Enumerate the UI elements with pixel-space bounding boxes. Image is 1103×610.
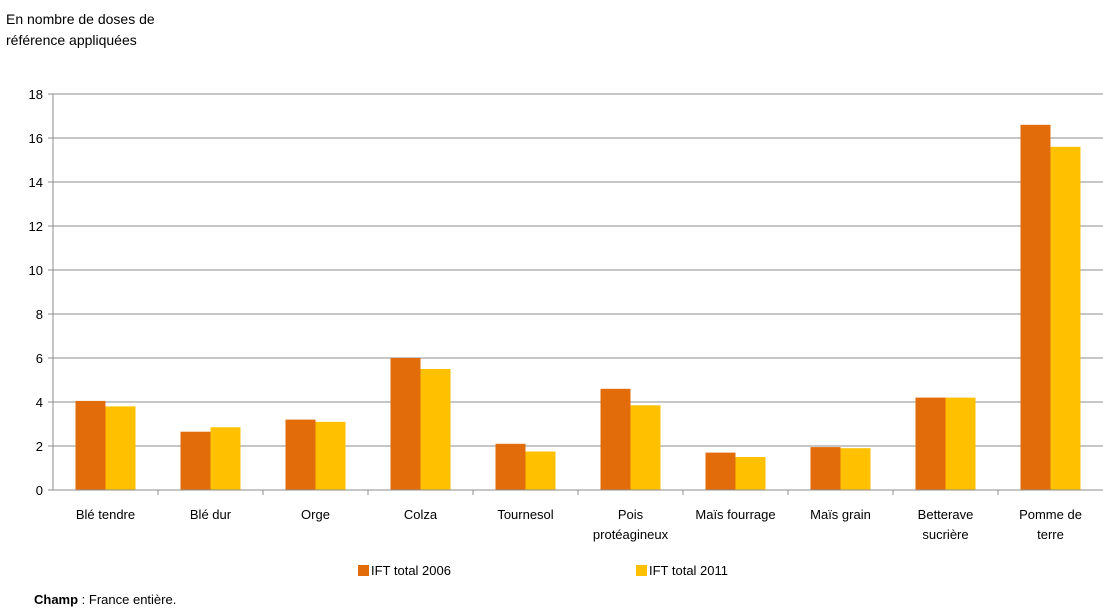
bar xyxy=(285,419,316,490)
legend-label-2006: IFT total 2006 xyxy=(371,563,451,578)
y-tick-label: 18 xyxy=(29,87,43,102)
y-axis-unit-line-1: En nombre de doses de xyxy=(6,11,155,27)
axes xyxy=(48,93,1103,495)
bar xyxy=(945,397,976,490)
legend-item-2006: IFT total 2006 xyxy=(358,560,451,582)
bar xyxy=(105,406,136,490)
y-tick-label: 12 xyxy=(29,219,43,234)
footnote: Champ : France entière. xyxy=(34,591,176,609)
bar xyxy=(210,427,241,490)
footnote-text: : France entière. xyxy=(78,592,177,607)
x-tick-label: Colza xyxy=(404,507,438,522)
y-tick-label: 6 xyxy=(36,351,43,366)
bar xyxy=(915,397,946,490)
bars xyxy=(75,124,1081,491)
bar xyxy=(735,457,766,490)
y-tick-label: 10 xyxy=(29,263,43,278)
bar xyxy=(75,400,106,490)
bar xyxy=(390,358,421,490)
bar xyxy=(315,421,346,490)
bar xyxy=(180,431,211,490)
bar xyxy=(705,452,736,490)
bar xyxy=(1050,146,1081,491)
bar xyxy=(600,388,631,490)
x-tick-label: Orge xyxy=(301,507,330,522)
y-tick-label: 0 xyxy=(36,483,43,498)
legend: IFT total 2006 IFT total 2011 xyxy=(0,560,1103,584)
footnote-label: Champ xyxy=(34,592,79,607)
bar xyxy=(1020,124,1051,491)
bar xyxy=(840,448,871,490)
x-tick-label: Maïs grain xyxy=(810,507,871,522)
legend-item-2011: IFT total 2011 xyxy=(636,560,728,582)
y-tick-label: 14 xyxy=(29,175,43,190)
y-tick-label: 4 xyxy=(36,395,43,410)
legend-swatch-2011 xyxy=(636,565,647,576)
y-axis-unit-label: En nombre de doses de référence appliqué… xyxy=(6,9,155,51)
gridlines xyxy=(53,93,1103,447)
bar xyxy=(495,443,526,490)
x-tick-label: Tournesol xyxy=(497,507,553,522)
legend-label-2011: IFT total 2011 xyxy=(649,563,729,578)
x-tick-label: Betterave sucrière xyxy=(918,507,974,542)
bar xyxy=(630,405,661,490)
y-tick-labels: 0 2 4 6 8 10 12 14 16 18 xyxy=(29,87,43,498)
y-tick-label: 2 xyxy=(36,439,43,454)
bar xyxy=(525,451,556,490)
y-tick-label: 16 xyxy=(29,131,43,146)
bar xyxy=(420,369,451,490)
bar-chart: 0 2 4 6 8 10 12 14 16 18 Blé tendre Blé dur Orge Col… xyxy=(29,87,1103,542)
x-tick-label: Pois protéagineux xyxy=(593,507,669,542)
x-tick-labels: Blé tendre Blé dur Orge Colza Tournesol Pois p… xyxy=(76,507,1082,542)
x-tick-label: Pomme de terre xyxy=(1019,507,1082,542)
legend-swatch-2006 xyxy=(358,565,369,576)
y-axis-unit-line-2: référence appliquées xyxy=(6,32,137,48)
x-tick-label: Maïs fourrage xyxy=(695,507,775,522)
x-tick-label: Blé tendre xyxy=(76,507,135,522)
x-tick-label: Blé dur xyxy=(190,507,232,522)
bar xyxy=(810,447,841,490)
y-tick-label: 8 xyxy=(36,307,43,322)
